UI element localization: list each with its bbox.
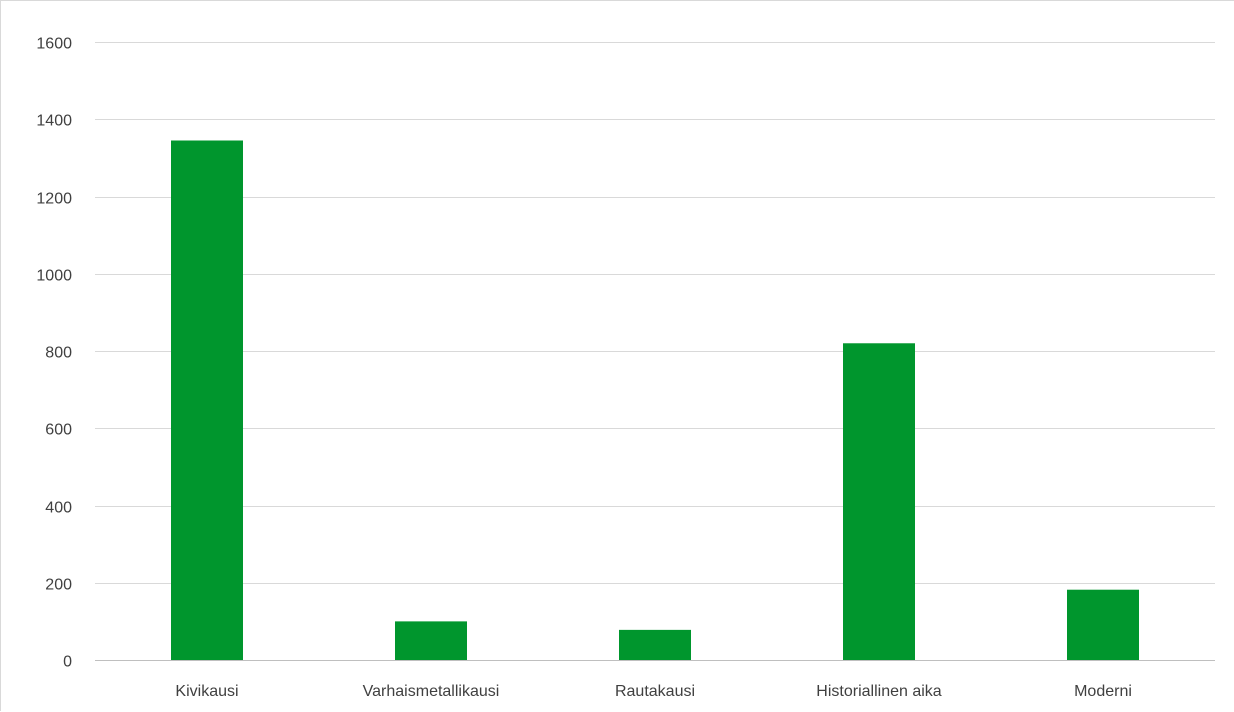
x-category-label: Kivikausi	[175, 683, 238, 700]
y-tick-label: 400	[45, 500, 72, 517]
x-category-label: Varhaismetallikausi	[363, 683, 500, 700]
bars	[171, 140, 1139, 660]
y-tick-label: 600	[45, 422, 72, 439]
y-tick-label: 1000	[36, 268, 72, 285]
x-category-label: Moderni	[1074, 683, 1132, 700]
x-axis-category-labels: Kivikausi Varhaismetallikausi Rautakausi Hi…	[175, 683, 1131, 700]
y-tick-label: 200	[45, 577, 72, 594]
y-axis-tick-labels: 0 200 400 600 800 1000 1200 1400 1600	[36, 36, 72, 671]
bar-moderni	[1067, 589, 1139, 660]
bar-kivikausi	[171, 140, 243, 660]
y-tick-label: 1200	[36, 191, 72, 208]
bar-varhaismetallikausi	[395, 621, 467, 660]
bar-historiallinen-aika	[843, 343, 915, 660]
y-tick-label: 1400	[36, 113, 72, 130]
x-category-label: Historiallinen aika	[816, 683, 941, 700]
x-category-label: Rautakausi	[615, 683, 695, 700]
bar-rautakausi	[619, 629, 691, 660]
y-tick-label: 0	[63, 654, 72, 671]
y-tick-label: 800	[45, 345, 72, 362]
gridlines	[95, 42, 1215, 661]
y-tick-label: 1600	[36, 36, 72, 53]
